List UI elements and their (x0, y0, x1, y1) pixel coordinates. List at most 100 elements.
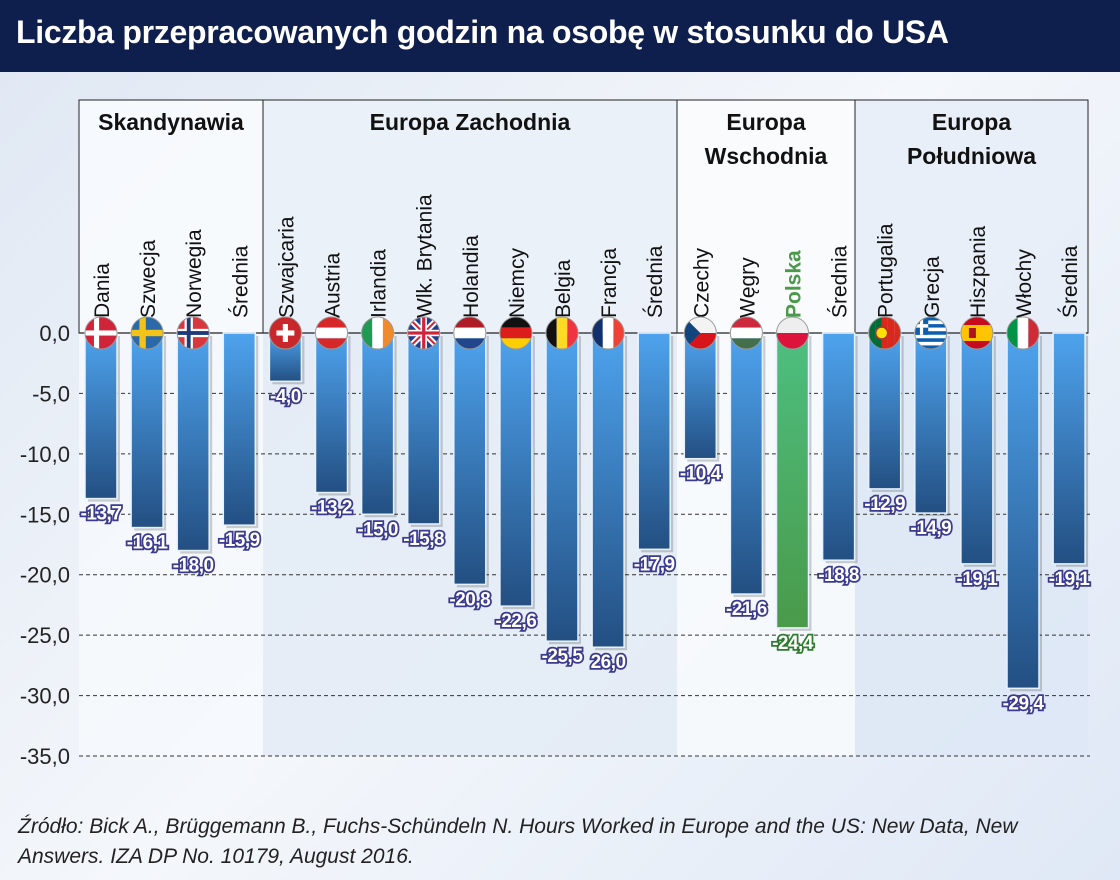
data-label: -21,6 (726, 599, 767, 620)
bar-hiszpania (960, 332, 994, 565)
group-title: Europa Zachodnia (370, 109, 571, 135)
bar-czechy (683, 332, 718, 460)
data-label: -29,4 (1003, 693, 1045, 714)
category-label: Holandia (460, 235, 483, 318)
category-label: Średnia (643, 245, 667, 318)
category-label: Węgry (736, 257, 759, 318)
group-header-box (78, 99, 264, 334)
hungary-flag-icon (730, 317, 763, 349)
data-label: -15,8 (403, 529, 444, 550)
data-label: -13,2 (311, 498, 352, 519)
data-label: -18,8 (818, 565, 859, 586)
germany-flag-icon (499, 317, 532, 349)
data-label: -17,9 (634, 554, 675, 575)
bar-węgry (729, 332, 764, 595)
bar-polska (775, 332, 810, 629)
bar-niemcy (499, 332, 533, 607)
flag-border (453, 316, 487, 350)
category-label: Austria (322, 252, 345, 318)
data-label: -19,1 (1049, 569, 1091, 590)
bar-szwecja (130, 332, 164, 529)
data-label: -19,1 (956, 569, 998, 590)
flag-border (315, 316, 348, 350)
portugal-flag-icon (868, 317, 901, 349)
category-label: Belgia (552, 259, 575, 318)
category-label: Czechy (690, 247, 713, 318)
category-label: Grecja (921, 256, 944, 318)
category-label: Irlandia (368, 249, 391, 318)
bar-austria (314, 332, 349, 494)
flag-border (361, 316, 395, 350)
flag-border (868, 316, 902, 350)
flag-border (84, 316, 118, 350)
data-label: 26,0 (591, 652, 626, 673)
flag-border (545, 316, 579, 350)
flag-border (130, 316, 164, 350)
bar-włochy (1006, 332, 1040, 690)
category-label: Średnia (228, 245, 252, 318)
data-label: -13,7 (81, 504, 122, 525)
category-label: Włochy (1013, 249, 1036, 318)
bar-portugalia (867, 332, 902, 490)
data-label: -10,4 (680, 464, 722, 485)
category-label: Średnia (828, 245, 852, 318)
flag-border (960, 316, 994, 350)
bar-grecja (914, 332, 948, 514)
flag-border (683, 316, 717, 350)
group-title: Europa Wschodnia (705, 109, 828, 169)
data-label: -20,8 (449, 589, 490, 610)
czechia-flag-icon (684, 317, 717, 349)
data-label: -15,9 (219, 530, 260, 551)
category-label: Wlk. Brytania (414, 194, 437, 318)
italy-flag-icon (1007, 317, 1039, 349)
category-label: Hiszpania (967, 225, 990, 318)
category-label: Średnia (1058, 245, 1082, 318)
flag-border (268, 316, 302, 350)
spain-flag-icon (960, 317, 993, 349)
data-label: -4,0 (270, 386, 301, 407)
france-flag-icon (592, 317, 625, 349)
austria-flag-icon (315, 317, 348, 349)
bar-dania (84, 332, 118, 500)
bar-belgia (545, 332, 579, 642)
bar-średnia (637, 332, 671, 551)
ireland-flag-icon (361, 317, 394, 349)
y-tick-label: -20,0 (20, 563, 70, 588)
denmark-flag-icon (85, 317, 117, 349)
flag-border (1006, 316, 1040, 350)
category-label: Norwegia (183, 229, 206, 318)
y-tick-label: -30,0 (20, 684, 70, 709)
data-label: -18,0 (173, 556, 214, 577)
category-label: Szwecja (137, 239, 160, 318)
y-tick-label: -25,0 (20, 623, 70, 648)
bar-średnia (1052, 332, 1086, 565)
data-label: -16,1 (127, 533, 169, 554)
y-tick-label: -35,0 (20, 744, 70, 769)
netherlands-flag-icon (453, 317, 486, 349)
flag-border (729, 316, 763, 350)
bar-francja (591, 332, 625, 648)
category-label: Dania (91, 263, 114, 318)
group-title: Europa Południowa (907, 109, 1036, 169)
bar-norwegia (176, 332, 210, 552)
chart-title: Liczba przepracowanych godzin na osobę w… (16, 14, 949, 50)
flag-border (176, 316, 210, 350)
bar-średnia (222, 332, 257, 526)
flag-border (776, 316, 809, 350)
data-label: -14,9 (910, 518, 951, 539)
y-tick-label: -5,0 (32, 381, 70, 406)
source-note: Źródło: Bick A., Brüggemann B., Fuchs-Sc… (18, 815, 1018, 868)
uk-flag-icon (407, 317, 440, 349)
sweden-flag-icon (131, 317, 164, 349)
category-label: Szwajcaria (275, 216, 298, 318)
group-title: Skandynawia (98, 109, 244, 135)
flag-border (914, 316, 948, 350)
data-label: -22,6 (495, 611, 536, 632)
data-label: -15,0 (357, 519, 398, 540)
belgium-flag-icon (546, 317, 578, 349)
y-tick-label: -10,0 (20, 442, 70, 467)
poland-flag-icon (776, 317, 809, 349)
flag-border (499, 316, 533, 350)
group-header-box (854, 99, 1089, 334)
bar-wlk-brytania (406, 332, 441, 525)
